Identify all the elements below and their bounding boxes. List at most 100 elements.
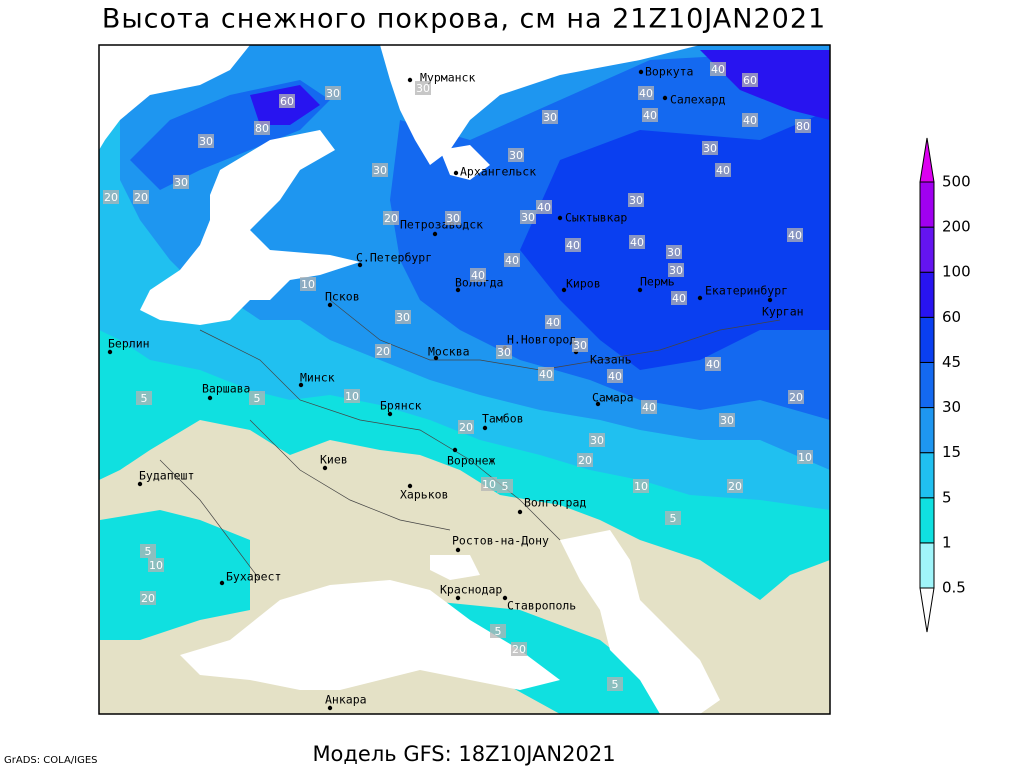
legend-swatch	[919, 181, 935, 228]
contour-label: 30	[174, 176, 188, 189]
legend-label: 15	[942, 443, 961, 461]
contour-label-bg	[705, 357, 721, 371]
contour-label: 20	[141, 592, 155, 605]
contour-label-bg	[490, 624, 506, 638]
city-label: Н.Новгород	[507, 333, 576, 347]
legend-swatch	[919, 226, 935, 273]
contour-label-bg	[383, 211, 399, 225]
contour-label: 30	[669, 264, 683, 277]
contour-label: 5	[141, 392, 148, 405]
legend-swatch	[919, 407, 935, 454]
city-label: Киров	[566, 277, 601, 291]
city-label: Москва	[428, 345, 470, 359]
city-dot	[407, 77, 413, 83]
contour-label: 40	[566, 239, 580, 252]
snow-zone	[520, 110, 830, 370]
sea	[440, 145, 490, 180]
contour-label: 10	[798, 451, 812, 464]
contour-label: 30	[573, 339, 587, 352]
city-dot	[557, 215, 563, 221]
city-label: Салехард	[670, 93, 725, 107]
contour-label-bg	[719, 413, 735, 427]
credit: GrADS: COLA/IGES	[4, 755, 98, 766]
contour-label: 80	[255, 122, 269, 135]
snow-zone	[100, 510, 250, 640]
sea	[140, 130, 360, 325]
contour-label-bg	[668, 263, 684, 277]
contour-label: 30	[446, 212, 460, 225]
contour-label-bg	[497, 479, 513, 493]
legend-label: 500	[942, 173, 971, 191]
city-label: Екатеринбург	[705, 284, 788, 298]
contour-label-bg	[344, 389, 360, 403]
contour-label-bg	[607, 677, 623, 691]
city-dot	[327, 302, 333, 308]
city-dot	[387, 411, 393, 417]
contour-label-bg	[445, 211, 461, 225]
contour-label: 40	[539, 368, 553, 381]
city-dot	[219, 580, 225, 586]
city-dot	[455, 547, 461, 553]
city-label: Минск	[300, 371, 335, 385]
contour-label: 40	[706, 358, 720, 371]
contour-label-bg	[727, 479, 743, 493]
contour-label-bg	[797, 450, 813, 464]
contour-label-bg	[715, 163, 731, 177]
legend-swatch	[919, 361, 935, 409]
contour-label-bg	[520, 210, 536, 224]
city-label: Воронеж	[447, 454, 496, 468]
contour-label: 5	[254, 392, 261, 405]
city-label: Брянск	[380, 399, 422, 413]
contour-label: 40	[546, 316, 560, 329]
contour-label: 30	[199, 135, 213, 148]
sea	[180, 580, 560, 690]
contour-label: 30	[326, 87, 340, 100]
contour-label: 10	[634, 480, 648, 493]
legend-label: 60	[942, 308, 961, 326]
legend-label: 0.5	[942, 579, 966, 597]
contour-label: 30	[629, 194, 643, 207]
contour-label: 10	[149, 559, 163, 572]
city-dot	[595, 401, 601, 407]
city-dot	[662, 95, 668, 101]
contour-label: 5	[495, 625, 502, 638]
city-dot	[433, 355, 439, 361]
contour-label-bg	[136, 391, 152, 405]
city-dot	[357, 262, 363, 268]
contour-label-bg	[565, 238, 581, 252]
city-label: Варшава	[202, 382, 250, 396]
city-dot	[453, 170, 459, 176]
contour-label-bg	[103, 190, 119, 204]
contour-label: 5	[502, 480, 509, 493]
city-dot	[697, 295, 703, 301]
map: Мурманск Воркута Салехард Архангельск Сыктыв…	[99, 45, 830, 714]
contour-label: 30	[416, 82, 430, 95]
contour-label: 40	[672, 292, 686, 305]
contour-label-bg	[633, 479, 649, 493]
city-label: Бухарест	[226, 570, 281, 584]
city-label: Киев	[320, 453, 348, 467]
contour-label: 40	[743, 114, 757, 127]
contour-label-bg	[702, 141, 718, 155]
contour-label-bg	[589, 433, 605, 447]
contour-label: 20	[789, 391, 803, 404]
city-label: Будапешт	[139, 469, 194, 483]
contour-label-bg	[375, 344, 391, 358]
contour-label-bg	[481, 477, 497, 491]
city-label: Берлин	[108, 337, 150, 351]
contour-label-bg	[140, 591, 156, 605]
city-dot	[517, 509, 523, 515]
contour-label-bg	[710, 62, 726, 76]
contour-label-bg	[372, 163, 388, 177]
city-dot	[455, 287, 461, 293]
contour-label-bg	[538, 367, 554, 381]
city-dot	[407, 483, 413, 489]
contour-label: 30	[396, 311, 410, 324]
title: Высота снежного покрова, см на 21Z10JAN2…	[102, 4, 826, 35]
contour-label: 40	[642, 401, 656, 414]
legend-swatch	[919, 137, 935, 183]
city-label: С.Петербург	[356, 251, 432, 265]
contour-label: 40	[608, 370, 622, 383]
legend-swatch	[919, 452, 935, 499]
